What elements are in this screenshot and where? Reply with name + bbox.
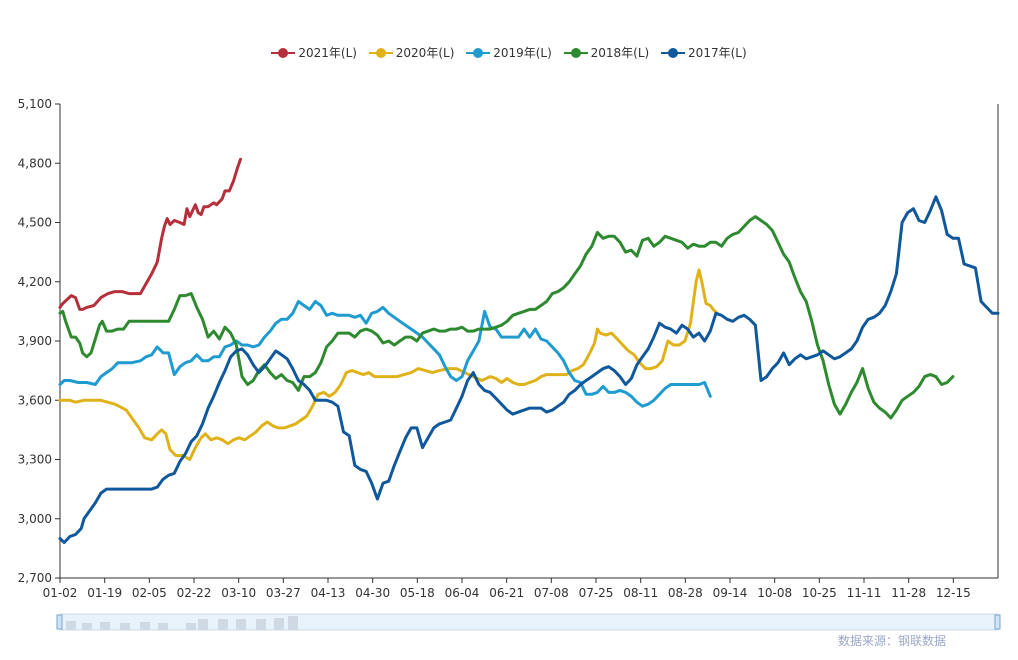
x-tick-label: 06-21 bbox=[489, 586, 524, 600]
x-tick-label: 11-11 bbox=[847, 586, 882, 600]
x-tick-label: 04-30 bbox=[355, 586, 390, 600]
x-tick-label: 02-05 bbox=[132, 586, 167, 600]
zoom-preview-bar bbox=[274, 618, 284, 630]
legend-label-2017: 2017年(L) bbox=[688, 46, 747, 60]
zoom-preview-bar bbox=[198, 619, 208, 630]
series-line-2 bbox=[58, 300, 712, 408]
legend: 2021年(L) 2020年(L) 2019年(L) 2018年(L) 2017… bbox=[0, 44, 1018, 61]
legend-swatch-2017 bbox=[661, 46, 686, 60]
y-tick-label: 3,900 bbox=[18, 334, 52, 348]
zoom-preview-bar bbox=[256, 619, 266, 630]
series-line-3 bbox=[58, 215, 955, 420]
zoom-handle-right[interactable] bbox=[994, 614, 1001, 630]
series-layer bbox=[58, 157, 1000, 544]
y-tick-label: 4,800 bbox=[18, 156, 52, 170]
x-tick-label: 07-08 bbox=[534, 586, 569, 600]
y-tick-label: 4,500 bbox=[18, 216, 52, 230]
legend-swatch-2020 bbox=[368, 46, 393, 60]
y-tick-label: 3,300 bbox=[18, 453, 52, 467]
zoom-preview-bar bbox=[120, 623, 130, 630]
x-tick-label: 12-15 bbox=[936, 586, 971, 600]
zoom-preview-bar bbox=[100, 622, 110, 630]
legend-item-2018[interactable]: 2018年(L) bbox=[563, 44, 650, 61]
legend-swatch-2018 bbox=[563, 46, 588, 60]
x-tick-label: 10-08 bbox=[757, 586, 792, 600]
y-tick-label: 2,700 bbox=[18, 571, 52, 585]
zoom-preview-bar bbox=[186, 623, 196, 630]
x-tick-label: 01-19 bbox=[87, 586, 122, 600]
legend-item-2020[interactable]: 2020年(L) bbox=[368, 44, 455, 61]
series-line-1 bbox=[58, 268, 719, 461]
x-tick-label: 04-13 bbox=[311, 586, 346, 600]
legend-item-2021[interactable]: 2021年(L) bbox=[271, 44, 357, 61]
x-tick-label: 02-22 bbox=[177, 586, 212, 600]
x-tick-label: 01-02 bbox=[43, 586, 78, 600]
legend-label-2021: 2021年(L) bbox=[298, 46, 357, 60]
y-tick-label: 3,600 bbox=[18, 393, 52, 407]
zoom-preview-bar bbox=[82, 623, 92, 630]
x-tick-label: 08-11 bbox=[623, 586, 658, 600]
zoom-preview-bar bbox=[66, 621, 76, 630]
legend-label-2018: 2018年(L) bbox=[590, 46, 650, 60]
zoom-preview-bar bbox=[140, 622, 150, 630]
x-tick-label: 03-27 bbox=[266, 586, 301, 600]
legend-swatch-2019 bbox=[466, 46, 491, 60]
x-tick-label: 06-04 bbox=[445, 586, 480, 600]
y-tick-label: 5,100 bbox=[18, 97, 52, 111]
zoom-handle-left[interactable] bbox=[56, 614, 63, 630]
x-tick-label: 05-18 bbox=[400, 586, 435, 600]
x-tick-label: 10-25 bbox=[802, 586, 837, 600]
y-tick-label: 4,200 bbox=[18, 275, 52, 289]
y-tick-label: 3,000 bbox=[18, 512, 52, 526]
data-zoom-slider[interactable] bbox=[56, 613, 1001, 631]
x-tick-label: 08-28 bbox=[668, 586, 703, 600]
legend-item-2019[interactable]: 2019年(L) bbox=[466, 44, 552, 61]
axes: 2,700 3,000 3,300 3,600 3,900 4,200 4,500 4,800… bbox=[18, 97, 999, 600]
legend-label-2019: 2019年(L) bbox=[493, 46, 552, 60]
x-tick-label: 07-25 bbox=[579, 586, 614, 600]
zoom-preview-bar bbox=[158, 623, 168, 630]
zoom-preview-bar bbox=[218, 619, 228, 630]
legend-label-2020: 2020年(L) bbox=[395, 46, 455, 60]
x-tick-label: 11-28 bbox=[891, 586, 926, 600]
source-note: 数据来源：钢联数据 bbox=[837, 634, 946, 648]
legend-item-2017[interactable]: 2017年(L) bbox=[661, 44, 747, 61]
x-tick-label: 09-14 bbox=[713, 586, 748, 600]
x-tick-label: 03-10 bbox=[221, 586, 256, 600]
zoom-preview-bar bbox=[236, 619, 246, 630]
series-line-4 bbox=[58, 195, 1000, 544]
legend-swatch-2021 bbox=[271, 46, 296, 60]
series-line-0 bbox=[58, 157, 242, 311]
zoom-preview-bar bbox=[288, 616, 298, 630]
